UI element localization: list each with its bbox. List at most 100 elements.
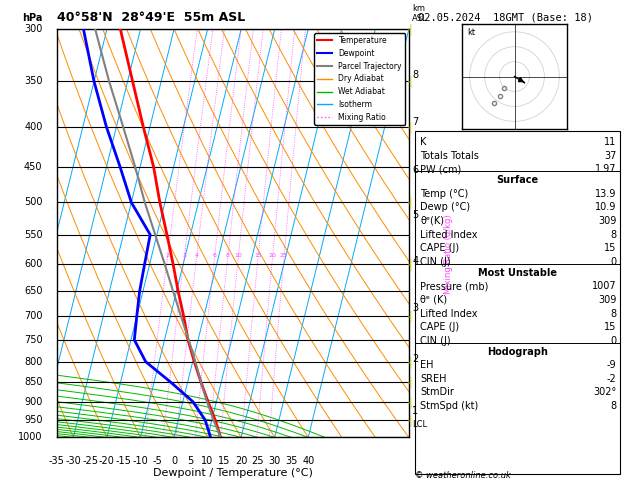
Text: 0: 0 [171, 456, 177, 466]
Text: 25: 25 [280, 254, 288, 259]
Text: 8: 8 [413, 69, 418, 80]
Text: ┤: ┤ [407, 121, 413, 133]
Text: 10.9: 10.9 [595, 202, 616, 212]
Text: 750: 750 [24, 335, 43, 345]
Text: CIN (J): CIN (J) [420, 257, 451, 267]
Text: hPa: hPa [22, 13, 43, 23]
Text: Lifted Index: Lifted Index [420, 309, 477, 318]
Text: -15: -15 [116, 456, 131, 466]
Text: ┤: ┤ [407, 258, 413, 270]
Text: km
ASL: km ASL [413, 3, 428, 23]
Text: Lifted Index: Lifted Index [420, 229, 477, 240]
Text: 3: 3 [413, 303, 418, 313]
Text: 15: 15 [218, 456, 231, 466]
Text: 40°58'N  28°49'E  55m ASL: 40°58'N 28°49'E 55m ASL [57, 11, 245, 24]
Text: -20: -20 [99, 456, 115, 466]
Text: 4: 4 [413, 256, 418, 266]
Legend: Temperature, Dewpoint, Parcel Trajectory, Dry Adiabat, Wet Adiabat, Isotherm, Mi: Temperature, Dewpoint, Parcel Trajectory… [314, 33, 405, 125]
Text: θᵉ(K): θᵉ(K) [420, 216, 444, 226]
Text: -35: -35 [48, 456, 65, 466]
Text: kt: kt [467, 28, 475, 37]
Text: 650: 650 [24, 286, 43, 296]
Text: ┤: ┤ [407, 414, 413, 426]
Text: 500: 500 [24, 197, 43, 208]
Text: © weatheronline.co.uk: © weatheronline.co.uk [415, 471, 511, 480]
Text: 11: 11 [604, 137, 616, 147]
Text: CAPE (J): CAPE (J) [420, 243, 459, 253]
Text: EH: EH [420, 360, 433, 370]
Text: 13.9: 13.9 [595, 189, 616, 199]
Text: 2: 2 [165, 254, 169, 259]
Text: 25: 25 [252, 456, 264, 466]
X-axis label: Dewpoint / Temperature (°C): Dewpoint / Temperature (°C) [153, 468, 313, 478]
Text: PW (cm): PW (cm) [420, 164, 462, 174]
Text: SREH: SREH [420, 374, 447, 384]
Text: 2: 2 [413, 354, 419, 364]
Text: 1.97: 1.97 [595, 164, 616, 174]
Text: Pressure (mb): Pressure (mb) [420, 281, 489, 291]
Text: 8: 8 [610, 401, 616, 411]
Text: 1: 1 [413, 406, 418, 416]
Text: 5: 5 [413, 210, 419, 220]
Text: 600: 600 [24, 259, 43, 269]
Text: StmDir: StmDir [420, 387, 454, 398]
Text: -5: -5 [152, 456, 162, 466]
Text: 35: 35 [285, 456, 298, 466]
Text: 1007: 1007 [592, 281, 616, 291]
Text: 15: 15 [254, 254, 262, 259]
Text: StmSpd (kt): StmSpd (kt) [420, 401, 479, 411]
Text: CAPE (J): CAPE (J) [420, 322, 459, 332]
Text: 400: 400 [24, 122, 43, 132]
Text: 309: 309 [598, 295, 616, 305]
Text: 20: 20 [235, 456, 247, 466]
Text: -2: -2 [606, 374, 616, 384]
Text: Most Unstable: Most Unstable [478, 268, 557, 278]
Text: 3: 3 [182, 254, 186, 259]
Text: 300: 300 [24, 24, 43, 34]
Text: 8: 8 [610, 229, 616, 240]
Text: 900: 900 [24, 397, 43, 407]
Text: 10: 10 [235, 254, 242, 259]
Text: 7: 7 [413, 118, 419, 127]
Text: 40: 40 [302, 456, 314, 466]
Text: 950: 950 [24, 415, 43, 425]
Text: 8: 8 [610, 309, 616, 318]
Text: 02.05.2024  18GMT (Base: 18): 02.05.2024 18GMT (Base: 18) [418, 12, 593, 22]
Text: 30: 30 [269, 456, 281, 466]
Text: 800: 800 [24, 357, 43, 367]
Text: 10: 10 [201, 456, 214, 466]
Text: 309: 309 [598, 216, 616, 226]
Text: 37: 37 [604, 151, 616, 161]
Text: -25: -25 [82, 456, 98, 466]
Text: -9: -9 [607, 360, 616, 370]
Text: 20: 20 [269, 254, 276, 259]
Text: K: K [420, 137, 426, 147]
Text: 5: 5 [187, 456, 194, 466]
Text: CIN (J): CIN (J) [420, 336, 451, 346]
Text: ┤: ┤ [407, 23, 413, 35]
Text: ┤: ┤ [407, 356, 413, 368]
Text: ┤: ┤ [407, 196, 413, 208]
Text: Hodograph: Hodograph [487, 347, 548, 357]
Text: 550: 550 [24, 230, 43, 240]
Text: 0: 0 [610, 336, 616, 346]
Text: -10: -10 [133, 456, 148, 466]
Text: θᵉ (K): θᵉ (K) [420, 295, 447, 305]
Text: Totals Totals: Totals Totals [420, 151, 479, 161]
Text: 1000: 1000 [18, 433, 43, 442]
Text: 302°: 302° [593, 387, 616, 398]
Text: Surface: Surface [496, 175, 538, 185]
Text: 0: 0 [610, 257, 616, 267]
Text: Mixing Ratio (g/kg): Mixing Ratio (g/kg) [444, 214, 453, 294]
Text: 700: 700 [24, 312, 43, 321]
Text: 15: 15 [604, 243, 616, 253]
Text: ┤: ┤ [407, 376, 413, 388]
Text: 450: 450 [24, 162, 43, 172]
Text: 6: 6 [213, 254, 216, 259]
Text: 15: 15 [604, 322, 616, 332]
Text: 6: 6 [413, 165, 418, 174]
Text: 8: 8 [226, 254, 230, 259]
Text: ┤: ┤ [407, 396, 413, 408]
Text: -30: -30 [65, 456, 81, 466]
Text: ┤: ┤ [407, 75, 413, 87]
